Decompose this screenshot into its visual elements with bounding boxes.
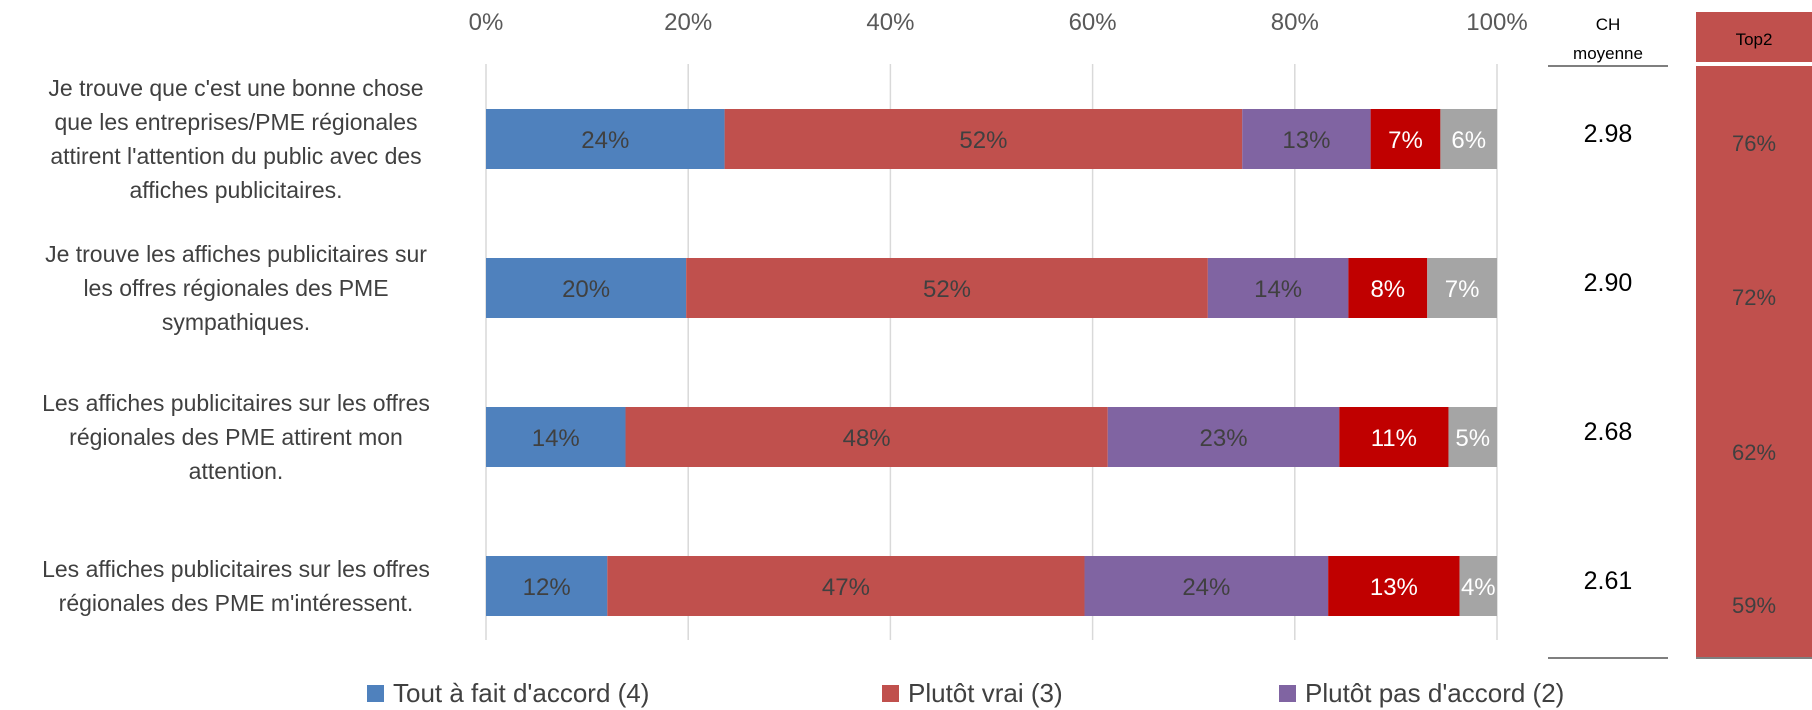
x-tick-label: 100% xyxy=(1466,9,1527,36)
bar-segment xyxy=(1339,407,1449,467)
mean-value: 2.90 xyxy=(1584,269,1633,297)
legend-label: Plutôt vrai (3) xyxy=(908,678,1063,708)
mean-value: 2.68 xyxy=(1584,418,1633,446)
x-tick-label: 80% xyxy=(1271,9,1319,36)
legend-swatch xyxy=(367,685,384,702)
legend-swatch xyxy=(882,685,899,702)
category-label: Je trouve les affiches publicitaires sur… xyxy=(45,241,427,335)
bar-segment xyxy=(1427,258,1497,318)
bar-segment xyxy=(686,258,1208,318)
top2-column: Top2 76% 72% 62% 59% xyxy=(1696,12,1812,659)
bar-segment xyxy=(607,556,1085,616)
category-label: Je trouve que c'est une bonne chose que l… xyxy=(48,75,423,203)
mean-value: 2.61 xyxy=(1584,567,1633,595)
category-label-line: les offres régionales des PME xyxy=(83,275,388,301)
data-label: 48% xyxy=(843,425,891,452)
bar-segment xyxy=(1107,407,1340,467)
legend-swatch xyxy=(1279,685,1296,702)
category-label-line: sympathiques. xyxy=(162,309,310,335)
bar-segment xyxy=(724,109,1243,169)
legend: Tout à fait d'accord (4) Plutôt vrai (3) P… xyxy=(367,678,1564,708)
bar-segment xyxy=(1370,109,1441,169)
bar-segment xyxy=(1328,556,1460,616)
bar-segment xyxy=(1084,556,1329,616)
category-label-line: Je trouve que c'est une bonne chose xyxy=(48,75,423,101)
data-label: 20% xyxy=(562,276,610,303)
category-label: Les affiches publicitaires sur les offre… xyxy=(42,390,430,484)
category-label-line: que les entreprises/PME régionales xyxy=(54,109,417,135)
top2-header-cell xyxy=(1696,12,1812,62)
data-label: 13% xyxy=(1370,574,1418,601)
category-label-line: Les affiches publicitaires sur les offre… xyxy=(42,390,430,416)
data-label: 24% xyxy=(1182,574,1230,601)
data-label: 23% xyxy=(1200,425,1248,452)
x-axis-ticks: 0% 20% 40% 60% 80% 100% xyxy=(469,9,1528,36)
data-label: 52% xyxy=(959,127,1007,154)
category-label-line: attention. xyxy=(189,458,284,484)
data-label: 13% xyxy=(1282,127,1330,154)
data-label: 6% xyxy=(1451,127,1486,154)
top2-body-cell xyxy=(1696,66,1812,658)
top2-value: 59% xyxy=(1732,593,1776,618)
data-label: 14% xyxy=(1254,276,1302,303)
x-tick-label: 60% xyxy=(1069,9,1117,36)
bar-segment xyxy=(1207,258,1349,318)
x-tick-label: 20% xyxy=(664,9,712,36)
category-label-line: affiches publicitaires. xyxy=(129,177,342,203)
bar-segment xyxy=(1459,556,1497,616)
bar-segment xyxy=(1348,258,1428,318)
category-labels: Je trouve que c'est une bonne chose que l… xyxy=(42,75,430,616)
bar-segment xyxy=(1242,109,1371,169)
category-label-line: Je trouve les affiches publicitaires sur xyxy=(45,241,427,267)
data-label: 8% xyxy=(1370,276,1405,303)
bar-segment xyxy=(1448,407,1497,467)
top2-header: Top2 xyxy=(1736,30,1773,49)
data-label: 7% xyxy=(1388,127,1423,154)
bar-segment xyxy=(486,109,725,169)
bar-segment xyxy=(1440,109,1497,169)
mean-header-line: CH xyxy=(1596,15,1621,34)
legend-label: Plutôt pas d'accord (2) xyxy=(1305,678,1564,708)
category-label-line: Les affiches publicitaires sur les offre… xyxy=(42,556,430,582)
top2-value: 72% xyxy=(1732,285,1776,310)
bar-segment xyxy=(486,258,687,318)
bar-segment xyxy=(486,556,608,616)
x-tick-label: 0% xyxy=(469,9,504,36)
category-label-line: régionales des PME attirent mon xyxy=(69,424,403,450)
bar-segment xyxy=(486,407,626,467)
data-label: 52% xyxy=(923,276,971,303)
data-label: 47% xyxy=(822,574,870,601)
data-label: 7% xyxy=(1445,276,1480,303)
top2-value: 76% xyxy=(1732,131,1776,156)
data-label: 5% xyxy=(1455,425,1490,452)
category-label-line: attirent l'attention du public avec des xyxy=(50,143,421,169)
bar-segment xyxy=(625,407,1108,467)
mean-value: 2.98 xyxy=(1584,120,1633,148)
top2-value: 62% xyxy=(1732,440,1776,465)
data-label: 11% xyxy=(1371,425,1417,452)
x-tick-label: 40% xyxy=(866,9,914,36)
legend-label: Tout à fait d'accord (4) xyxy=(393,678,649,708)
category-label: Les affiches publicitaires sur les offre… xyxy=(42,556,430,616)
bars: 24% 52% 13% 7% 6% 20% 52% 14% 8% 7% 14% 48% 23% 11% 5%… xyxy=(486,109,1497,616)
data-label: 14% xyxy=(532,425,580,452)
data-label: 12% xyxy=(523,574,571,601)
data-label: 24% xyxy=(581,127,629,154)
mean-column: CH moyenne 2.98 2.90 2.68 2.61 xyxy=(1548,15,1668,659)
mean-header-line: moyenne xyxy=(1573,44,1643,63)
data-label: 4% xyxy=(1461,574,1496,601)
category-label-line: régionales des PME m'intéressent. xyxy=(59,590,414,616)
